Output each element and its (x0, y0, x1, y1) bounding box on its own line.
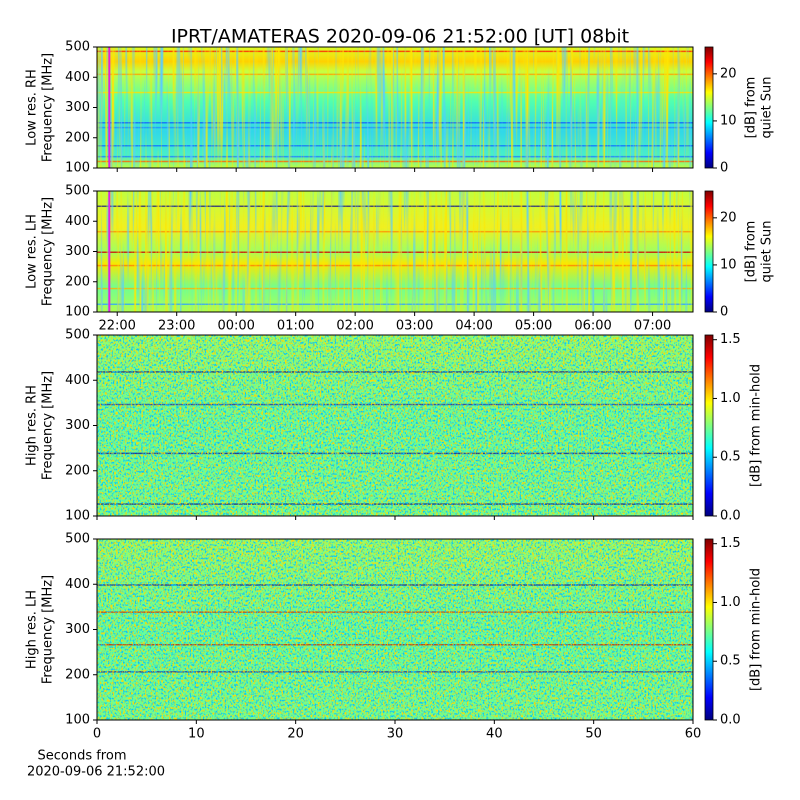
y-tick-label: 200 (65, 667, 90, 682)
x-tick-label: 10 (188, 727, 205, 742)
colorbar-label: [dB] from min-hold (749, 364, 764, 487)
y-tick-label: 400 (65, 214, 90, 229)
colorbar-tick-label: 0.5 (720, 654, 741, 669)
y-axis-label: Low res. LH (25, 214, 40, 289)
colorbar (704, 334, 714, 517)
y-tick-label: 100 (65, 161, 90, 176)
colorbar-label: quiet Sun (760, 220, 775, 282)
y-tick-label: 500 (65, 328, 90, 343)
x-tick-label: 0 (93, 727, 101, 742)
x-tick-label: 00:00 (217, 319, 254, 334)
y-axis-label: Low res. RH (25, 69, 40, 146)
colorbar-label: [dB] from min-hold (749, 568, 764, 691)
y-axis-label: Frequency [MHz] (41, 371, 56, 480)
y-tick-label: 300 (65, 244, 90, 259)
colorbar-tick-label: 10 (720, 113, 737, 128)
colorbar-label: [dB] from (744, 221, 759, 283)
y-tick-label: 200 (65, 463, 90, 478)
x-tick-label: 01:00 (277, 319, 314, 334)
colorbar-tick-label: 1.5 (720, 332, 741, 347)
y-tick-label: 400 (65, 70, 90, 85)
x-tick-label: 23:00 (158, 319, 195, 334)
y-tick-label: 100 (65, 713, 90, 728)
colorbar (704, 46, 714, 169)
x-tick-label: 03:00 (396, 319, 433, 334)
colorbar-tick-label: 0 (720, 305, 728, 320)
y-tick-label: 400 (65, 373, 90, 388)
y-tick-label: 400 (65, 577, 90, 592)
y-tick-label: 300 (65, 418, 90, 433)
x-tick-label: 04:00 (455, 319, 492, 334)
colorbar-label: quiet Sun (760, 76, 775, 138)
heatmap-noise (97, 335, 693, 516)
colorbar (704, 538, 714, 721)
y-tick-label: 500 (65, 532, 90, 547)
y-tick-label: 300 (65, 622, 90, 637)
y-tick-label: 200 (65, 274, 90, 289)
y-axis-label: Frequency [MHz] (41, 197, 56, 306)
x-tick-label: 02:00 (336, 319, 373, 334)
colorbar-tick-label: 0 (720, 161, 728, 176)
figure-title: IPRT/AMATERAS 2020-09-06 21:52:00 [UT] 0… (171, 26, 629, 48)
y-tick-label: 500 (65, 40, 90, 55)
x-tick-label: 07:00 (634, 319, 671, 334)
x-label: 2020-09-06 21:52:00 (27, 765, 165, 780)
x-tick-label: 30 (387, 727, 404, 742)
x-tick-label: 22:00 (98, 319, 135, 334)
y-axis-label: Frequency [MHz] (41, 575, 56, 684)
x-tick-label: 60 (685, 727, 702, 742)
colorbar-tick-label: 0.5 (720, 450, 741, 465)
y-tick-label: 100 (65, 305, 90, 320)
colorbar-tick-label: 1.0 (720, 391, 741, 406)
y-tick-label: 200 (65, 130, 90, 145)
y-tick-label: 300 (65, 100, 90, 115)
x-tick-label: 05:00 (515, 319, 552, 334)
colorbar-tick-label: 20 (720, 66, 737, 81)
y-axis-label: Frequency [MHz] (41, 53, 56, 162)
colorbar-tick-label: 0.0 (720, 509, 741, 524)
y-tick-label: 500 (65, 184, 90, 199)
colorbar-tick-label: 1.0 (720, 595, 741, 610)
y-tick-label: 100 (65, 509, 90, 524)
y-axis-label: High res. LH (25, 590, 40, 669)
colorbar-tick-label: 1.5 (720, 536, 741, 551)
x-tick-label: 50 (585, 727, 602, 742)
x-tick-label: 20 (287, 727, 304, 742)
x-label: Seconds from (37, 749, 126, 764)
heatmap-noise (97, 191, 693, 312)
heatmap-noise (97, 539, 693, 720)
colorbar (704, 190, 714, 313)
y-axis-label: High res. RH (25, 385, 40, 466)
heatmap-noise (97, 47, 693, 168)
colorbar-tick-label: 20 (720, 210, 737, 225)
colorbar-label: [dB] from (744, 77, 759, 139)
x-tick-label: 06:00 (574, 319, 611, 334)
colorbar-tick-label: 10 (720, 257, 737, 272)
colorbar-tick-label: 0.0 (720, 713, 741, 728)
x-tick-label: 40 (486, 727, 503, 742)
